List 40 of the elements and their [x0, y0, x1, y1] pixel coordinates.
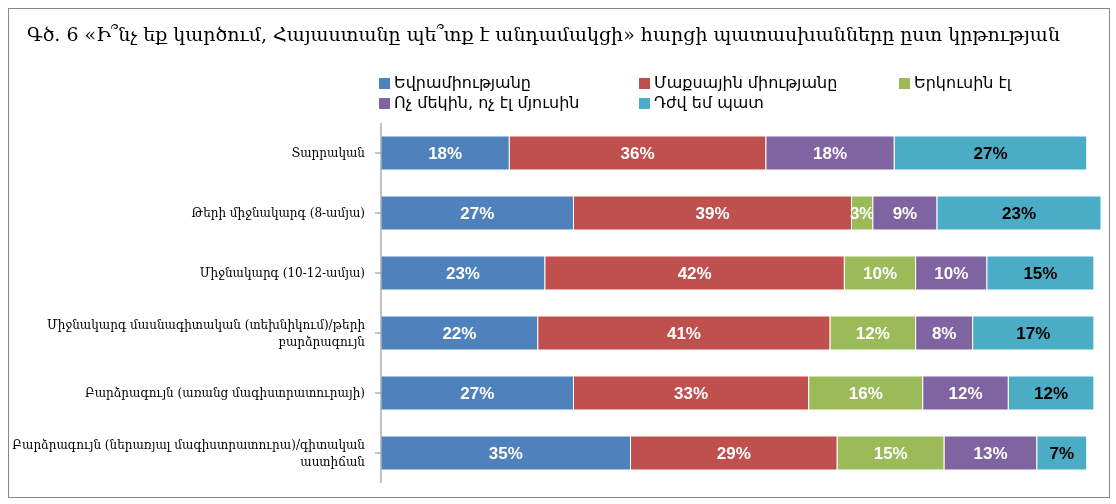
data-label: 27% [460, 383, 495, 403]
data-label: 41% [666, 323, 701, 343]
data-label: 10% [934, 263, 969, 283]
data-label: 12% [855, 323, 890, 343]
y-tick-label: Միջնակարգ մասնագիտական (տեխնիկում)/թերի բարձրագույն [47, 317, 366, 348]
data-label: 27% [973, 143, 1008, 163]
y-tick-label: Բարձրագույն (առանց մագիստրատուրայի) [84, 385, 365, 400]
data-label: 10% [862, 263, 898, 283]
legend-label: Ոչ մեկին, ոչ էլ մյուսին [394, 93, 580, 113]
data-label: 15% [1023, 263, 1058, 283]
y-tick-label: Թերի միջնակարգ (8-ամյա) [191, 205, 365, 220]
data-label: 29% [716, 443, 751, 463]
chart-title: Գծ. 6 «Ի՞նչ եք կարծում, Հայաստանը պե՞տք է անդամակցի» հարցի պատասխանները ըստ կրթության [26, 22, 1061, 47]
data-label: 39% [695, 203, 730, 223]
legend-label: Եվրամիությանը [394, 73, 531, 93]
data-label: 18% [428, 143, 463, 163]
data-label: 7% [1049, 443, 1075, 463]
data-label: 23% [1002, 203, 1037, 223]
legend-label: Մաքսային միությանը [654, 73, 838, 93]
y-tick-label: Միջնակարգ (10-12-ամյա) [199, 265, 365, 280]
data-label: 13% [973, 443, 1008, 463]
data-label: 27% [460, 203, 495, 223]
data-label: 18% [813, 143, 848, 163]
data-label: 12% [1034, 383, 1069, 403]
data-label: 9% [892, 203, 918, 223]
legend-label: Դժվ եմ պատ [654, 93, 764, 113]
y-tick-label: Բարձրագույն (ներառյալ մագիստրատուրա)/գիտական աստիճան [12, 437, 366, 468]
data-label: 35% [488, 443, 523, 463]
data-label: 17% [1016, 323, 1051, 343]
data-label: 15% [873, 443, 908, 463]
data-label: 22% [442, 323, 477, 343]
data-label: 42% [677, 263, 712, 283]
legend-label: Երկուսին էլ [914, 73, 1012, 93]
data-label: 12% [948, 383, 983, 403]
data-label: 36% [620, 143, 655, 163]
data-label: 16% [848, 383, 883, 403]
y-tick-label: Տարրական [291, 145, 366, 160]
data-label: 33% [674, 383, 709, 403]
data-label: 8% [931, 323, 957, 343]
data-label: 23% [445, 263, 480, 283]
